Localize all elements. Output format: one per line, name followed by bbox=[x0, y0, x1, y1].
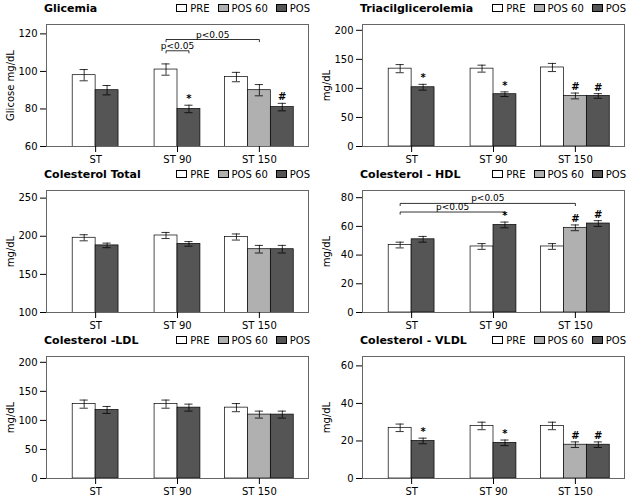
html-text:PRE: PRE bbox=[506, 2, 526, 14]
svg-text:50: 50 bbox=[25, 444, 38, 455]
svg-text:20: 20 bbox=[341, 435, 354, 446]
svg-text:ST: ST bbox=[89, 486, 102, 497]
html-text:POS: POS bbox=[605, 2, 626, 14]
html-text:Glicemia: Glicemia bbox=[44, 1, 98, 15]
svg-text:ST 90: ST 90 bbox=[479, 154, 507, 165]
svg-text:100: 100 bbox=[18, 66, 37, 77]
svg-text:0: 0 bbox=[347, 307, 353, 318]
svg-text:*: * bbox=[502, 428, 508, 439]
svg-text:#: # bbox=[594, 209, 602, 220]
html-text:PRE: PRE bbox=[190, 168, 210, 180]
html-text:POS: POS bbox=[289, 334, 310, 346]
svg-text:250: 250 bbox=[18, 192, 37, 203]
svg-text:50: 50 bbox=[341, 112, 354, 123]
svg-text:ST 90: ST 90 bbox=[479, 486, 507, 497]
svg-text:ST 150: ST 150 bbox=[242, 320, 277, 331]
svg-text:p<0.05: p<0.05 bbox=[196, 30, 229, 40]
svg-text:150: 150 bbox=[334, 54, 353, 65]
svg-text:ST: ST bbox=[89, 154, 102, 165]
svg-text:ST 150: ST 150 bbox=[242, 154, 277, 165]
svg-text:80: 80 bbox=[25, 103, 38, 114]
svg-text:ST 90: ST 90 bbox=[479, 320, 507, 331]
svg-text:mg/dL: mg/dL bbox=[321, 235, 332, 267]
html-text:Colesterol - HDL: Colesterol - HDL bbox=[360, 167, 461, 181]
svg-text:ST 150: ST 150 bbox=[558, 320, 593, 331]
html-text:POS: POS bbox=[605, 168, 626, 180]
svg-text:100: 100 bbox=[18, 307, 37, 318]
svg-text:40: 40 bbox=[341, 398, 354, 409]
html-text:POS 60: POS 60 bbox=[547, 334, 584, 346]
html-text:POS 60: POS 60 bbox=[231, 2, 268, 14]
svg-text:ST 90: ST 90 bbox=[163, 154, 191, 165]
html-text:PRE: PRE bbox=[506, 334, 526, 346]
svg-text:200: 200 bbox=[18, 357, 37, 368]
svg-text:#: # bbox=[594, 430, 602, 441]
svg-text:120: 120 bbox=[18, 28, 37, 39]
svg-text:mg/dL: mg/dL bbox=[5, 235, 16, 267]
html-text:Colesterol -LDL: Colesterol -LDL bbox=[44, 333, 139, 347]
svg-text:ST: ST bbox=[405, 486, 418, 497]
svg-text:ST 150: ST 150 bbox=[558, 486, 593, 497]
svg-text:#: # bbox=[278, 91, 286, 102]
svg-text:mg/dL: mg/dL bbox=[321, 401, 332, 433]
svg-text:150: 150 bbox=[18, 269, 37, 280]
svg-text:ST 90: ST 90 bbox=[163, 486, 191, 497]
svg-text:ST 90: ST 90 bbox=[163, 320, 191, 331]
html-text:PRE: PRE bbox=[506, 168, 526, 180]
html-text:POS: POS bbox=[289, 2, 310, 14]
svg-text:p<0.05: p<0.05 bbox=[161, 41, 194, 51]
svg-text:80: 80 bbox=[341, 192, 354, 203]
svg-text:ST: ST bbox=[405, 320, 418, 331]
svg-text:100: 100 bbox=[334, 83, 353, 94]
svg-text:*: * bbox=[420, 72, 426, 83]
svg-text:*: * bbox=[186, 93, 192, 104]
svg-text:#: # bbox=[571, 430, 579, 441]
svg-text:0: 0 bbox=[347, 473, 353, 484]
svg-text:60: 60 bbox=[341, 221, 354, 232]
svg-text:#: # bbox=[594, 82, 602, 93]
svg-text:#: # bbox=[571, 81, 579, 92]
svg-text:60: 60 bbox=[25, 141, 38, 152]
svg-text:200: 200 bbox=[18, 230, 37, 241]
svg-text:20: 20 bbox=[341, 278, 354, 289]
html-text:PRE: PRE bbox=[190, 334, 210, 346]
svg-text:40: 40 bbox=[341, 249, 354, 260]
svg-text:p<0.05: p<0.05 bbox=[471, 193, 504, 203]
svg-text:ST 150: ST 150 bbox=[242, 486, 277, 497]
svg-text:0: 0 bbox=[31, 473, 37, 484]
svg-text:0: 0 bbox=[347, 141, 353, 152]
html-text:Colesterol Total: Colesterol Total bbox=[44, 167, 141, 181]
svg-text:100: 100 bbox=[18, 415, 37, 426]
html-text:Colesterol - VLDL: Colesterol - VLDL bbox=[360, 333, 467, 347]
html-text:POS 60: POS 60 bbox=[231, 168, 268, 180]
html-text:POS 60: POS 60 bbox=[231, 334, 268, 346]
svg-text:60: 60 bbox=[341, 360, 354, 371]
svg-text:ST: ST bbox=[405, 154, 418, 165]
svg-text:mg/dL: mg/dL bbox=[5, 401, 16, 433]
svg-text:#: # bbox=[571, 213, 579, 224]
svg-text:p<0.05: p<0.05 bbox=[436, 202, 469, 212]
html-text:Triacilglicerolemia: Triacilglicerolemia bbox=[360, 1, 474, 15]
html-text:POS: POS bbox=[605, 334, 626, 346]
svg-text:*: * bbox=[420, 426, 426, 437]
svg-text:150: 150 bbox=[18, 386, 37, 397]
svg-text:ST: ST bbox=[89, 320, 102, 331]
svg-text:200: 200 bbox=[334, 25, 353, 36]
svg-text:Glicose mg/dL: Glicose mg/dL bbox=[5, 50, 16, 121]
html-text:POS 60: POS 60 bbox=[547, 2, 584, 14]
svg-text:*: * bbox=[502, 80, 508, 91]
html-text:POS 60: POS 60 bbox=[547, 168, 584, 180]
html-text:POS: POS bbox=[289, 168, 310, 180]
svg-text:ST 150: ST 150 bbox=[558, 154, 593, 165]
html-text:PRE: PRE bbox=[190, 2, 210, 14]
svg-text:mg/dL: mg/dL bbox=[321, 69, 332, 101]
